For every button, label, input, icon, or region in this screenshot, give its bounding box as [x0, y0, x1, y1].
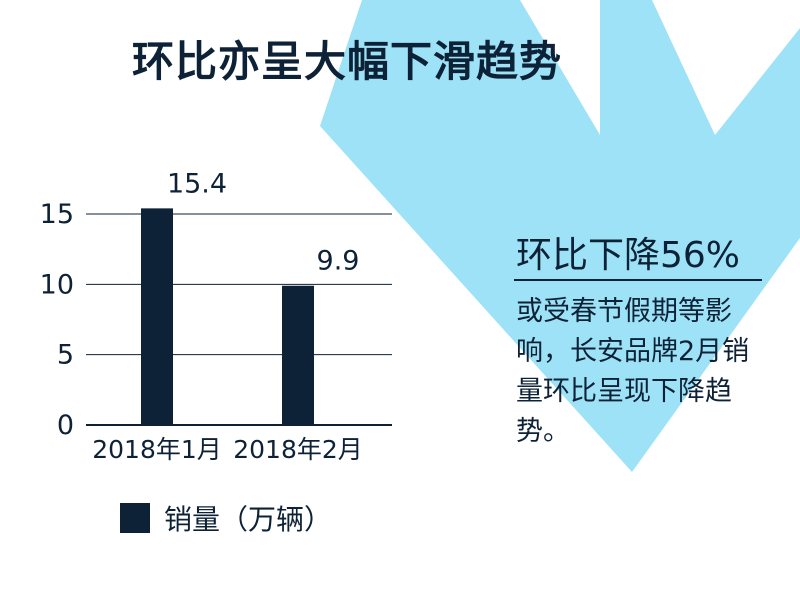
data-label: 15.4: [167, 168, 227, 199]
page-title: 环比亦呈大幅下滑趋势: [132, 37, 563, 86]
side-body-text: 或受春节假期等影响，长安品牌2月销量环比呈现下降趋势。: [516, 296, 750, 447]
bar: [282, 285, 314, 425]
legend-swatch: [120, 503, 150, 533]
y-tick-label: 5: [57, 340, 74, 371]
bar: [141, 208, 173, 425]
y-tick-label: 0: [57, 410, 74, 441]
chart-legend: 销量（万辆）: [120, 498, 332, 538]
y-tick-label: 10: [40, 269, 74, 300]
legend-label: 销量（万辆）: [164, 503, 333, 536]
data-label: 9.9: [317, 246, 360, 277]
x-tick-label: 2018年2月: [233, 435, 363, 464]
x-tick-label: 2018年1月: [92, 435, 222, 464]
y-tick-label: 15: [40, 199, 74, 230]
side-divider: [514, 279, 762, 281]
side-heading: 环比下降56%: [516, 235, 741, 276]
